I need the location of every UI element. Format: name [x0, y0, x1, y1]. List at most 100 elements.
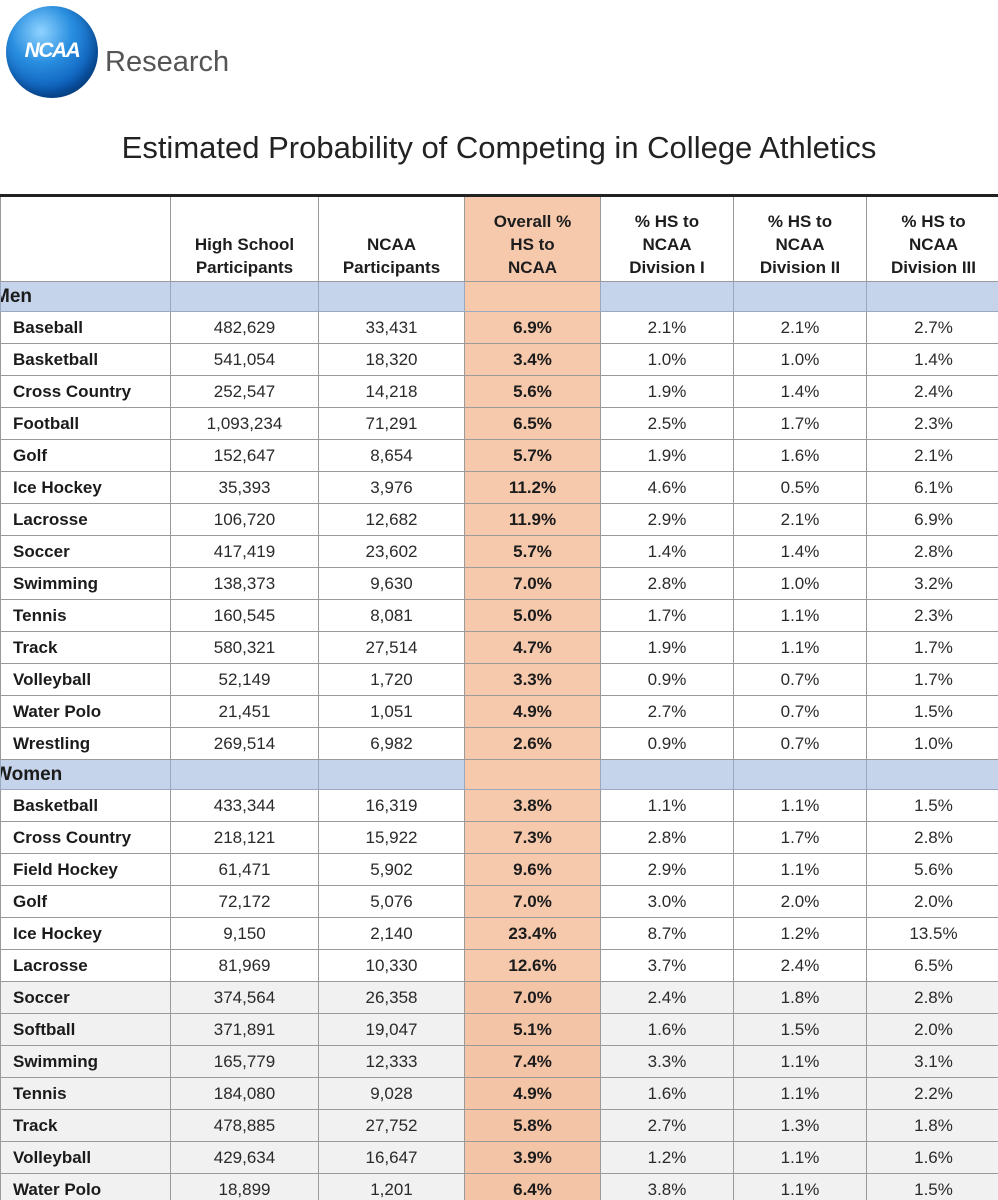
div1-pct-cell: 2.7%: [600, 695, 734, 728]
overall-pct-cell: 5.7%: [464, 535, 601, 568]
div2-pct-cell: 1.1%: [733, 1141, 867, 1174]
div1-pct-cell: 0.9%: [600, 727, 734, 760]
sport-cell: Swimming: [0, 567, 171, 600]
div2-pct-cell: 1.7%: [733, 407, 867, 440]
div1-pct-cell: 2.9%: [600, 503, 734, 536]
hs-participants-cell: 160,545: [170, 599, 319, 632]
header-div3-pct: % HS to NCAA Division III: [866, 195, 998, 282]
table-row: Golf 72,172 5,076 7.0% 3.0% 2.0% 2.0%: [0, 885, 998, 918]
sport-cell: Tennis: [0, 1077, 171, 1110]
table-row: Golf 152,647 8,654 5.7% 1.9% 1.6% 2.1%: [0, 439, 998, 472]
hs-participants-cell: 429,634: [170, 1141, 319, 1174]
hs-participants-cell: 18,899: [170, 1173, 319, 1200]
ncaa-participants-cell: 15,922: [318, 821, 465, 854]
sport-cell: Field Hockey: [0, 853, 171, 886]
probability-table: High School Participants NCAA Participan…: [0, 194, 998, 1200]
sport-cell: Wrestling: [0, 727, 171, 760]
hs-participants-cell: 1,093,234: [170, 407, 319, 440]
overall-pct-cell: 4.9%: [464, 695, 601, 728]
table-row: Track 580,321 27,514 4.7% 1.9% 1.1% 1.7%: [0, 631, 998, 664]
table-row: Volleyball 52,149 1,720 3.3% 0.9% 0.7% 1.7%: [0, 663, 998, 696]
div3-pct-cell: 2.8%: [866, 821, 998, 854]
div3-pct-cell: 1.4%: [866, 343, 998, 376]
table-row: Wrestling 269,514 6,982 2.6% 0.9% 0.7% 1.0%: [0, 727, 998, 760]
overall-pct-cell: 7.4%: [464, 1045, 601, 1078]
div1-pct-cell: 1.1%: [600, 789, 734, 822]
div2-pct-cell: 1.1%: [733, 1045, 867, 1078]
ncaa-participants-cell: 18,320: [318, 343, 465, 376]
sport-cell: Cross Country: [0, 821, 171, 854]
header-ncaa-participants: NCAA Participants: [318, 195, 465, 282]
div1-pct-cell: 1.9%: [600, 439, 734, 472]
overall-pct-cell: 6.4%: [464, 1173, 601, 1200]
div2-pct-cell: 1.4%: [733, 535, 867, 568]
header-overall-pct: Overall % HS to NCAA: [464, 195, 601, 282]
sport-cell: Golf: [0, 885, 171, 918]
div2-pct-cell: 1.3%: [733, 1109, 867, 1142]
overall-pct-cell: 5.7%: [464, 439, 601, 472]
section-row-cell: [318, 759, 465, 790]
hs-participants-cell: 371,891: [170, 1013, 319, 1046]
table-row: Soccer 374,564 26,358 7.0% 2.4% 1.8% 2.8%: [0, 981, 998, 1014]
table-row: Water Polo 18,899 1,201 6.4% 3.8% 1.1% 1.5%: [0, 1173, 998, 1200]
hs-participants-cell: 541,054: [170, 343, 319, 376]
logo-research-text: Research: [105, 46, 230, 78]
div1-pct-cell: 1.7%: [600, 599, 734, 632]
section-row-men: Men: [0, 281, 998, 312]
table-row: Ice Hockey 9,150 2,140 23.4% 8.7% 1.2% 13.5%: [0, 917, 998, 950]
table-row: Cross Country 252,547 14,218 5.6% 1.9% 1.4% 2.…: [0, 375, 998, 408]
div2-pct-cell: 2.1%: [733, 503, 867, 536]
overall-pct-cell: 12.6%: [464, 949, 601, 982]
ncaa-participants-cell: 2,140: [318, 917, 465, 950]
hs-participants-cell: 35,393: [170, 471, 319, 504]
hs-participants-cell: 580,321: [170, 631, 319, 664]
hs-participants-cell: 81,969: [170, 949, 319, 982]
sport-cell: Volleyball: [0, 663, 171, 696]
sport-cell: Volleyball: [0, 1141, 171, 1174]
header-sport: [0, 195, 171, 282]
overall-pct-cell: 7.0%: [464, 981, 601, 1014]
div3-pct-cell: 2.7%: [866, 311, 998, 344]
div1-pct-cell: 2.7%: [600, 1109, 734, 1142]
hs-participants-cell: 482,629: [170, 311, 319, 344]
div1-pct-cell: 2.9%: [600, 853, 734, 886]
div1-pct-cell: 3.8%: [600, 1173, 734, 1200]
div1-pct-cell: 3.3%: [600, 1045, 734, 1078]
div1-pct-cell: 1.0%: [600, 343, 734, 376]
table-body: MenBaseball482,62933,4316.9%2.1%2.1%2.7%…: [0, 281, 998, 1200]
div2-pct-cell: 0.5%: [733, 471, 867, 504]
ncaa-logo: NCAA: [6, 6, 98, 98]
div3-pct-cell: 6.9%: [866, 503, 998, 536]
div1-pct-cell: 1.4%: [600, 535, 734, 568]
table-row: Basketball 541,054 18,320 3.4% 1.0% 1.0% 1.4%: [0, 343, 998, 376]
table-row: Water Polo 21,451 1,051 4.9% 2.7% 0.7% 1.5%: [0, 695, 998, 728]
div3-pct-cell: 13.5%: [866, 917, 998, 950]
ncaa-participants-cell: 9,630: [318, 567, 465, 600]
table-row: Soccer 417,419 23,602 5.7% 1.4% 1.4% 2.8%: [0, 535, 998, 568]
hs-participants-cell: 152,647: [170, 439, 319, 472]
overall-pct-cell: 4.9%: [464, 1077, 601, 1110]
overall-pct-cell: 3.8%: [464, 789, 601, 822]
div2-pct-cell: 1.2%: [733, 917, 867, 950]
hs-participants-cell: 72,172: [170, 885, 319, 918]
section-label: Women: [0, 759, 171, 790]
sport-cell: Soccer: [0, 535, 171, 568]
div2-pct-cell: 1.1%: [733, 789, 867, 822]
table-row: Field Hockey 61,471 5,902 9.6% 2.9% 1.1% 5.6%: [0, 853, 998, 886]
div1-pct-cell: 0.9%: [600, 663, 734, 696]
table-row: Softball 371,891 19,047 5.1% 1.6% 1.5% 2.0%: [0, 1013, 998, 1046]
section-row-cell: [600, 759, 734, 790]
div3-pct-cell: 2.2%: [866, 1077, 998, 1110]
ncaa-participants-cell: 27,752: [318, 1109, 465, 1142]
div3-pct-cell: 6.1%: [866, 471, 998, 504]
overall-pct-cell: 9.6%: [464, 853, 601, 886]
table-row: Volleyball 429,634 16,647 3.9% 1.2% 1.1% 1.6%: [0, 1141, 998, 1174]
div2-pct-cell: 1.1%: [733, 1173, 867, 1200]
div3-pct-cell: 1.8%: [866, 1109, 998, 1142]
section-row-cell: [866, 281, 998, 312]
overall-pct-cell: 5.1%: [464, 1013, 601, 1046]
div3-pct-cell: 1.7%: [866, 663, 998, 696]
ncaa-participants-cell: 16,647: [318, 1141, 465, 1174]
table-row: Lacrosse 106,720 12,682 11.9% 2.9% 2.1% 6.9%: [0, 503, 998, 536]
ncaa-participants-cell: 12,333: [318, 1045, 465, 1078]
